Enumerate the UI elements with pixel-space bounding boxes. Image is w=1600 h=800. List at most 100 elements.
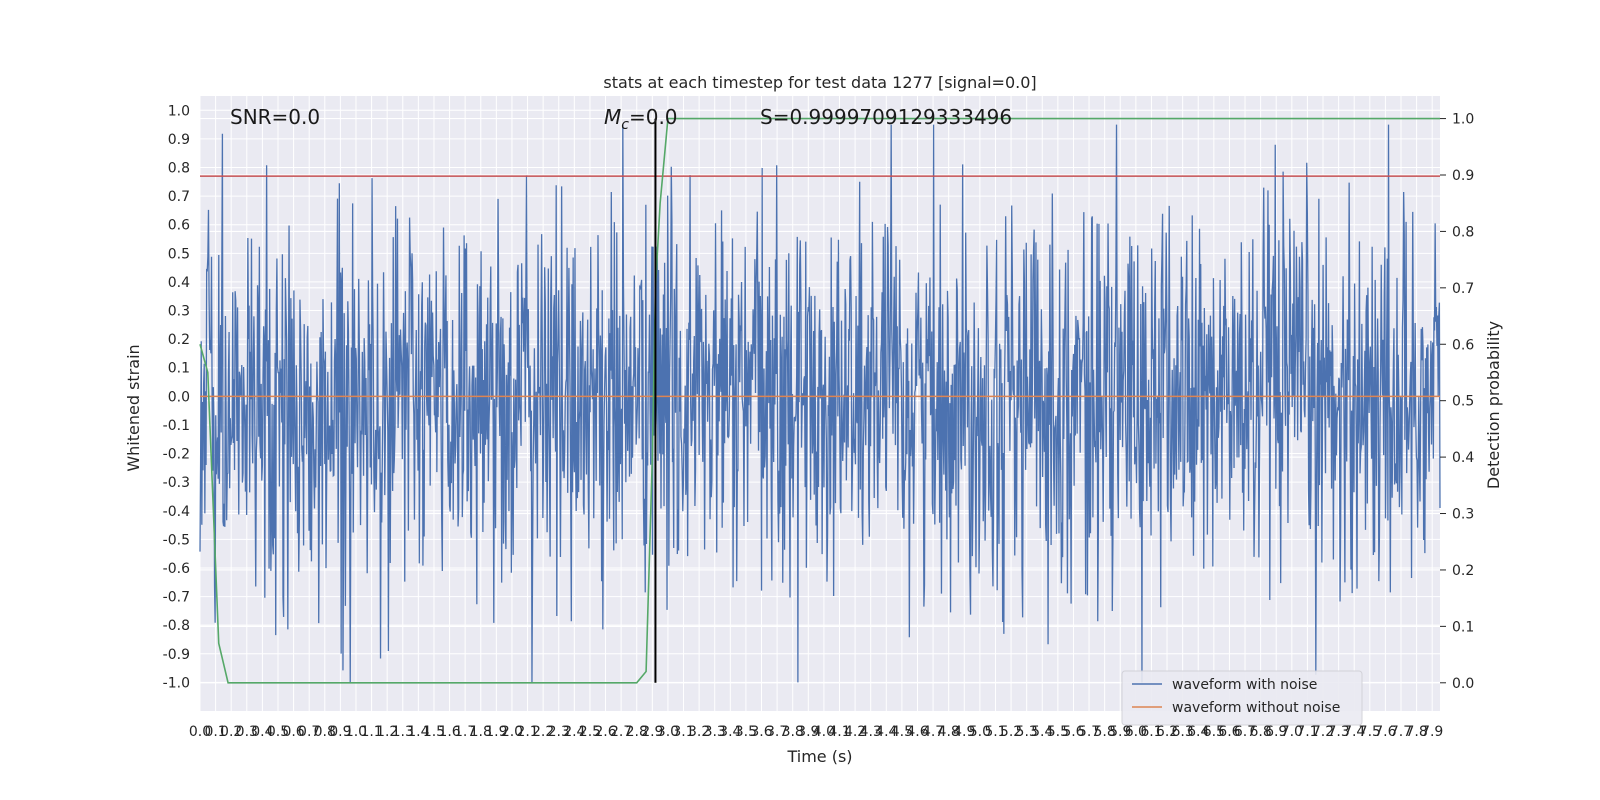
x-tick-label: 5.5 <box>1047 724 1069 740</box>
y-tick-label: -0.8 <box>163 618 190 634</box>
y-tick-label: -1.0 <box>163 675 190 691</box>
x-tick-label: 7.8 <box>1405 724 1427 740</box>
x-tick-label: 5.4 <box>1031 724 1053 740</box>
x-tick-label: 1.0 <box>345 724 367 740</box>
x-tick-label: 1.7 <box>454 724 476 740</box>
x-tick-label: 2.2 <box>532 724 554 740</box>
x-tick-label: 3.8 <box>782 724 804 740</box>
x-tick-label: 4.0 <box>813 724 835 740</box>
x-tick-label: 2.5 <box>579 724 601 740</box>
y-tick-label-right: 0.9 <box>1452 168 1474 184</box>
y-tick-label: -0.4 <box>163 504 190 520</box>
x-tick-label: 6.3 <box>1172 724 1194 740</box>
y-tick-label: -0.3 <box>163 475 190 491</box>
x-tick-label: 2.3 <box>548 724 570 740</box>
x-tick-label: 0.6 <box>282 724 304 740</box>
y-tick-label: -0.2 <box>163 447 190 463</box>
x-tick-label: 7.2 <box>1312 724 1334 740</box>
x-tick-label: 7.3 <box>1327 724 1349 740</box>
x-tick-label: 5.2 <box>1000 724 1022 740</box>
x-tick-label: 6.8 <box>1249 724 1271 740</box>
x-ticks: 0.00.10.20.30.40.50.60.70.80.91.01.11.21… <box>189 724 1443 740</box>
x-tick-label: 5.8 <box>1094 724 1116 740</box>
x-tick-label: 4.6 <box>906 724 928 740</box>
x-tick-label: 1.8 <box>470 724 492 740</box>
x-tick-label: 5.0 <box>969 724 991 740</box>
y-tick-label: -0.5 <box>163 532 190 548</box>
legend-label-noise: waveform with noise <box>1172 677 1317 693</box>
mc-subscript: c <box>621 117 629 133</box>
y-tick-label-right: 0.3 <box>1452 507 1474 523</box>
x-tick-label: 0.2 <box>220 724 242 740</box>
x-tick-label: 0.1 <box>204 724 226 740</box>
x-tick-label: 0.9 <box>329 724 351 740</box>
noise-waveform-line <box>199 124 1441 683</box>
x-tick-label: 2.4 <box>563 724 585 740</box>
x-tick-label: 4.7 <box>922 724 944 740</box>
y-tick-label: 0.6 <box>168 218 190 234</box>
y-tick-label-right: 0.6 <box>1452 337 1474 353</box>
y-axis-label: Whitened strain <box>124 344 143 471</box>
x-tick-label: 6.5 <box>1203 724 1225 740</box>
x-tick-label: 7.5 <box>1359 724 1381 740</box>
y-tick-label-right: 0.4 <box>1452 450 1474 466</box>
x-tick-label: 7.9 <box>1421 724 1443 740</box>
x-tick-label: 3.5 <box>735 724 757 740</box>
y-tick-label: 0.8 <box>168 161 190 177</box>
legend-label-clean: waveform without noise <box>1172 700 1340 716</box>
x-tick-label: 6.6 <box>1218 724 1240 740</box>
x-tick-label: 5.9 <box>1109 724 1131 740</box>
x-tick-label: 4.9 <box>953 724 975 740</box>
x-tick-label: 6.2 <box>1156 724 1178 740</box>
y-tick-label: 1.0 <box>168 103 190 119</box>
y-tick-label-right: 1.0 <box>1452 112 1474 128</box>
noise-series <box>199 124 1441 683</box>
x-tick-label: 2.1 <box>516 724 538 740</box>
x-tick-label: 7.4 <box>1343 724 1365 740</box>
x-tick-label: 0.7 <box>298 724 320 740</box>
y-tick-label: 0.5 <box>168 246 190 262</box>
x-tick-label: 2.8 <box>626 724 648 740</box>
y-ticks: -1.0 -0.9 -0.8 -0.7 -0.6 -0.5 -0.4 -0.3 -0.2 -0.1… <box>163 103 190 691</box>
legend-box <box>1121 670 1363 726</box>
y-tick-label-right: 0.5 <box>1452 394 1474 410</box>
x-tick-label: 4.5 <box>891 724 913 740</box>
y-ticks-right: 0.0 0.1 0.2 0.3 0.4 0.5 0.6 0.7 0.8 0.9 1.0 <box>1440 112 1474 692</box>
x-tick-label: 2.9 <box>641 724 663 740</box>
x-tick-label: 7.7 <box>1390 724 1412 740</box>
x-tick-label: 0.8 <box>314 724 336 740</box>
x-tick-label: 3.3 <box>704 724 726 740</box>
x-tick-label: 0.4 <box>251 724 273 740</box>
x-tick-label: 3.1 <box>672 724 694 740</box>
overlay-series <box>199 117 1440 684</box>
x-tick-label: 4.3 <box>860 724 882 740</box>
x-tick-label: 6.1 <box>1140 724 1162 740</box>
x-tick-label: 6.9 <box>1265 724 1287 740</box>
x-tick-label: 3.0 <box>657 724 679 740</box>
x-tick-label: 7.1 <box>1296 724 1318 740</box>
y-tick-label-right: 0.0 <box>1452 676 1474 692</box>
y-tick-label: 0.3 <box>168 304 190 320</box>
y-tick-label-right: 0.2 <box>1452 563 1474 579</box>
x-tick-label: 5.7 <box>1078 724 1100 740</box>
y-axis-label-right: Detection probability <box>1484 321 1503 489</box>
mc-symbol: M <box>604 105 621 129</box>
x-tick-label: 1.1 <box>360 724 382 740</box>
x-tick-label: 4.4 <box>875 724 897 740</box>
x-tick-label: 1.5 <box>423 724 445 740</box>
x-tick-label: 0.5 <box>267 724 289 740</box>
y-tick-label-right: 0.1 <box>1452 619 1474 635</box>
x-tick-label: 6.7 <box>1234 724 1256 740</box>
y-tick-label-right: 0.7 <box>1452 281 1474 297</box>
x-tick-label: 6.4 <box>1187 724 1209 740</box>
x-tick-label: 1.3 <box>392 724 414 740</box>
y-tick-label: 0.7 <box>168 189 190 205</box>
x-tick-label: 7.0 <box>1281 724 1303 740</box>
x-tick-label: 1.6 <box>438 724 460 740</box>
x-tick-label: 2.6 <box>594 724 616 740</box>
snr-annotation: SNR=0.0 <box>230 105 320 129</box>
x-tick-label: 5.6 <box>1062 724 1084 740</box>
x-tick-label: 6.0 <box>1125 724 1147 740</box>
y-tick-label: -0.9 <box>163 647 190 663</box>
